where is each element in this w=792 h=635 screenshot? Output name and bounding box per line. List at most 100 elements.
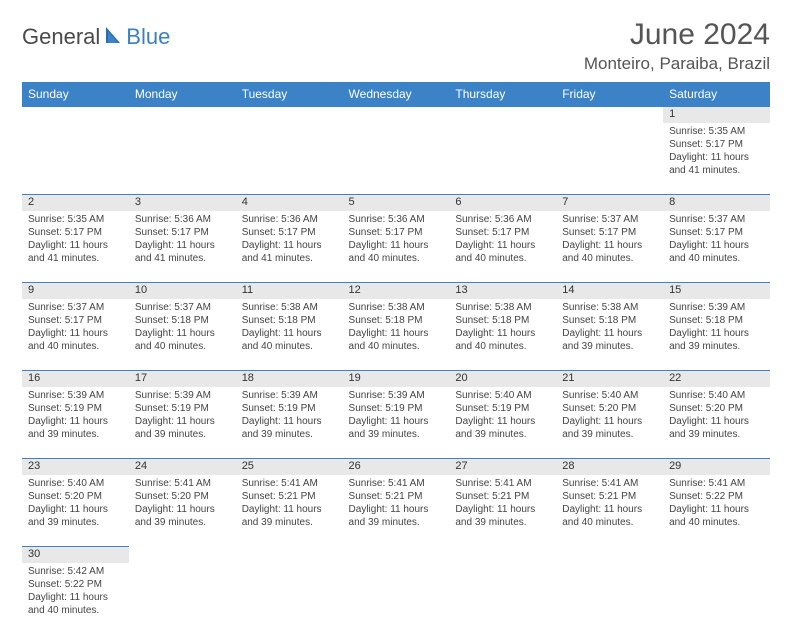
sunset-text: Sunset: 5:20 PM [135,490,230,503]
sunset-text: Sunset: 5:17 PM [242,226,337,239]
daylight-text: Daylight: 11 hours and 39 minutes. [28,415,123,441]
day-number-cell [343,107,450,123]
day-content-row: Sunrise: 5:40 AMSunset: 5:20 PMDaylight:… [22,475,770,547]
day-content-cell: Sunrise: 5:41 AMSunset: 5:21 PMDaylight:… [556,475,663,547]
day-number-row: 2345678 [22,195,770,211]
sunset-text: Sunset: 5:22 PM [669,490,764,503]
day-content-cell: Sunrise: 5:39 AMSunset: 5:19 PMDaylight:… [22,387,129,459]
sunrise-text: Sunrise: 5:35 AM [28,213,123,226]
day-content-cell: Sunrise: 5:40 AMSunset: 5:19 PMDaylight:… [449,387,556,459]
sunset-text: Sunset: 5:17 PM [349,226,444,239]
sunrise-text: Sunrise: 5:37 AM [669,213,764,226]
daylight-text: Daylight: 11 hours and 39 minutes. [349,503,444,529]
logo: General Blue [22,18,170,50]
sunset-text: Sunset: 5:17 PM [562,226,657,239]
daylight-text: Daylight: 11 hours and 40 minutes. [349,239,444,265]
day-number-cell: 19 [343,371,450,387]
day-content-cell [343,123,450,195]
day-content-cell: Sunrise: 5:38 AMSunset: 5:18 PMDaylight:… [556,299,663,371]
sunset-text: Sunset: 5:17 PM [28,314,123,327]
day-content-cell [343,563,450,635]
sunset-text: Sunset: 5:19 PM [242,402,337,415]
sunset-text: Sunset: 5:21 PM [562,490,657,503]
daylight-text: Daylight: 11 hours and 40 minutes. [135,327,230,353]
day-number-cell: 8 [663,195,770,211]
day-number-cell: 6 [449,195,556,211]
calendar-body: 1Sunrise: 5:35 AMSunset: 5:17 PMDaylight… [22,107,770,635]
day-number-cell: 24 [129,459,236,475]
sunrise-text: Sunrise: 5:40 AM [562,389,657,402]
sunset-text: Sunset: 5:17 PM [455,226,550,239]
sunrise-text: Sunrise: 5:39 AM [669,301,764,314]
day-number-row: 1 [22,107,770,123]
day-content-cell: Sunrise: 5:41 AMSunset: 5:22 PMDaylight:… [663,475,770,547]
day-number-cell: 28 [556,459,663,475]
daylight-text: Daylight: 11 hours and 39 minutes. [349,415,444,441]
day-number-cell: 20 [449,371,556,387]
daylight-text: Daylight: 11 hours and 39 minutes. [669,327,764,353]
sunrise-text: Sunrise: 5:38 AM [349,301,444,314]
day-content-cell [129,563,236,635]
day-number-cell: 21 [556,371,663,387]
sunrise-text: Sunrise: 5:39 AM [135,389,230,402]
sunrise-text: Sunrise: 5:39 AM [349,389,444,402]
day-number-cell [236,107,343,123]
day-number-row: 30 [22,547,770,563]
sunrise-text: Sunrise: 5:42 AM [28,565,123,578]
sunrise-text: Sunrise: 5:38 AM [242,301,337,314]
day-content-cell: Sunrise: 5:36 AMSunset: 5:17 PMDaylight:… [129,211,236,283]
sunrise-text: Sunrise: 5:36 AM [135,213,230,226]
sunset-text: Sunset: 5:17 PM [135,226,230,239]
day-content-cell: Sunrise: 5:36 AMSunset: 5:17 PMDaylight:… [343,211,450,283]
sunrise-text: Sunrise: 5:39 AM [242,389,337,402]
day-content-cell: Sunrise: 5:40 AMSunset: 5:20 PMDaylight:… [663,387,770,459]
sunrise-text: Sunrise: 5:36 AM [242,213,337,226]
day-content-cell [236,123,343,195]
daylight-text: Daylight: 11 hours and 40 minutes. [562,239,657,265]
sunset-text: Sunset: 5:17 PM [669,138,764,151]
day-number-cell [663,547,770,563]
sunset-text: Sunset: 5:19 PM [28,402,123,415]
day-content-cell: Sunrise: 5:39 AMSunset: 5:19 PMDaylight:… [236,387,343,459]
daylight-text: Daylight: 11 hours and 40 minutes. [28,591,123,617]
daylight-text: Daylight: 11 hours and 40 minutes. [455,239,550,265]
day-content-cell: Sunrise: 5:41 AMSunset: 5:21 PMDaylight:… [343,475,450,547]
day-number-cell: 10 [129,283,236,299]
sunrise-text: Sunrise: 5:40 AM [455,389,550,402]
daylight-text: Daylight: 11 hours and 41 minutes. [242,239,337,265]
sunset-text: Sunset: 5:18 PM [455,314,550,327]
sunset-text: Sunset: 5:18 PM [135,314,230,327]
day-number-cell: 15 [663,283,770,299]
day-content-cell: Sunrise: 5:37 AMSunset: 5:17 PMDaylight:… [556,211,663,283]
daylight-text: Daylight: 11 hours and 40 minutes. [562,503,657,529]
day-header: Friday [556,82,663,107]
day-content-cell [556,563,663,635]
daylight-text: Daylight: 11 hours and 39 minutes. [242,415,337,441]
daylight-text: Daylight: 11 hours and 39 minutes. [562,415,657,441]
sunrise-text: Sunrise: 5:41 AM [135,477,230,490]
calendar-table: Sunday Monday Tuesday Wednesday Thursday… [22,82,770,635]
sunrise-text: Sunrise: 5:41 AM [669,477,764,490]
day-number-cell [449,107,556,123]
day-content-cell: Sunrise: 5:41 AMSunset: 5:21 PMDaylight:… [236,475,343,547]
day-content-row: Sunrise: 5:39 AMSunset: 5:19 PMDaylight:… [22,387,770,459]
sunrise-text: Sunrise: 5:38 AM [562,301,657,314]
daylight-text: Daylight: 11 hours and 39 minutes. [455,503,550,529]
day-content-cell: Sunrise: 5:37 AMSunset: 5:17 PMDaylight:… [22,299,129,371]
day-number-cell [129,547,236,563]
day-content-cell [449,123,556,195]
day-number-cell: 18 [236,371,343,387]
day-content-cell [129,123,236,195]
day-content-cell: Sunrise: 5:39 AMSunset: 5:19 PMDaylight:… [129,387,236,459]
daylight-text: Daylight: 11 hours and 39 minutes. [455,415,550,441]
day-content-cell: Sunrise: 5:38 AMSunset: 5:18 PMDaylight:… [236,299,343,371]
day-number-row: 16171819202122 [22,371,770,387]
day-content-cell [556,123,663,195]
sunset-text: Sunset: 5:22 PM [28,578,123,591]
day-number-cell: 22 [663,371,770,387]
day-number-cell: 5 [343,195,450,211]
day-number-cell: 12 [343,283,450,299]
day-number-cell: 17 [129,371,236,387]
day-content-cell: Sunrise: 5:37 AMSunset: 5:17 PMDaylight:… [663,211,770,283]
sunset-text: Sunset: 5:18 PM [242,314,337,327]
